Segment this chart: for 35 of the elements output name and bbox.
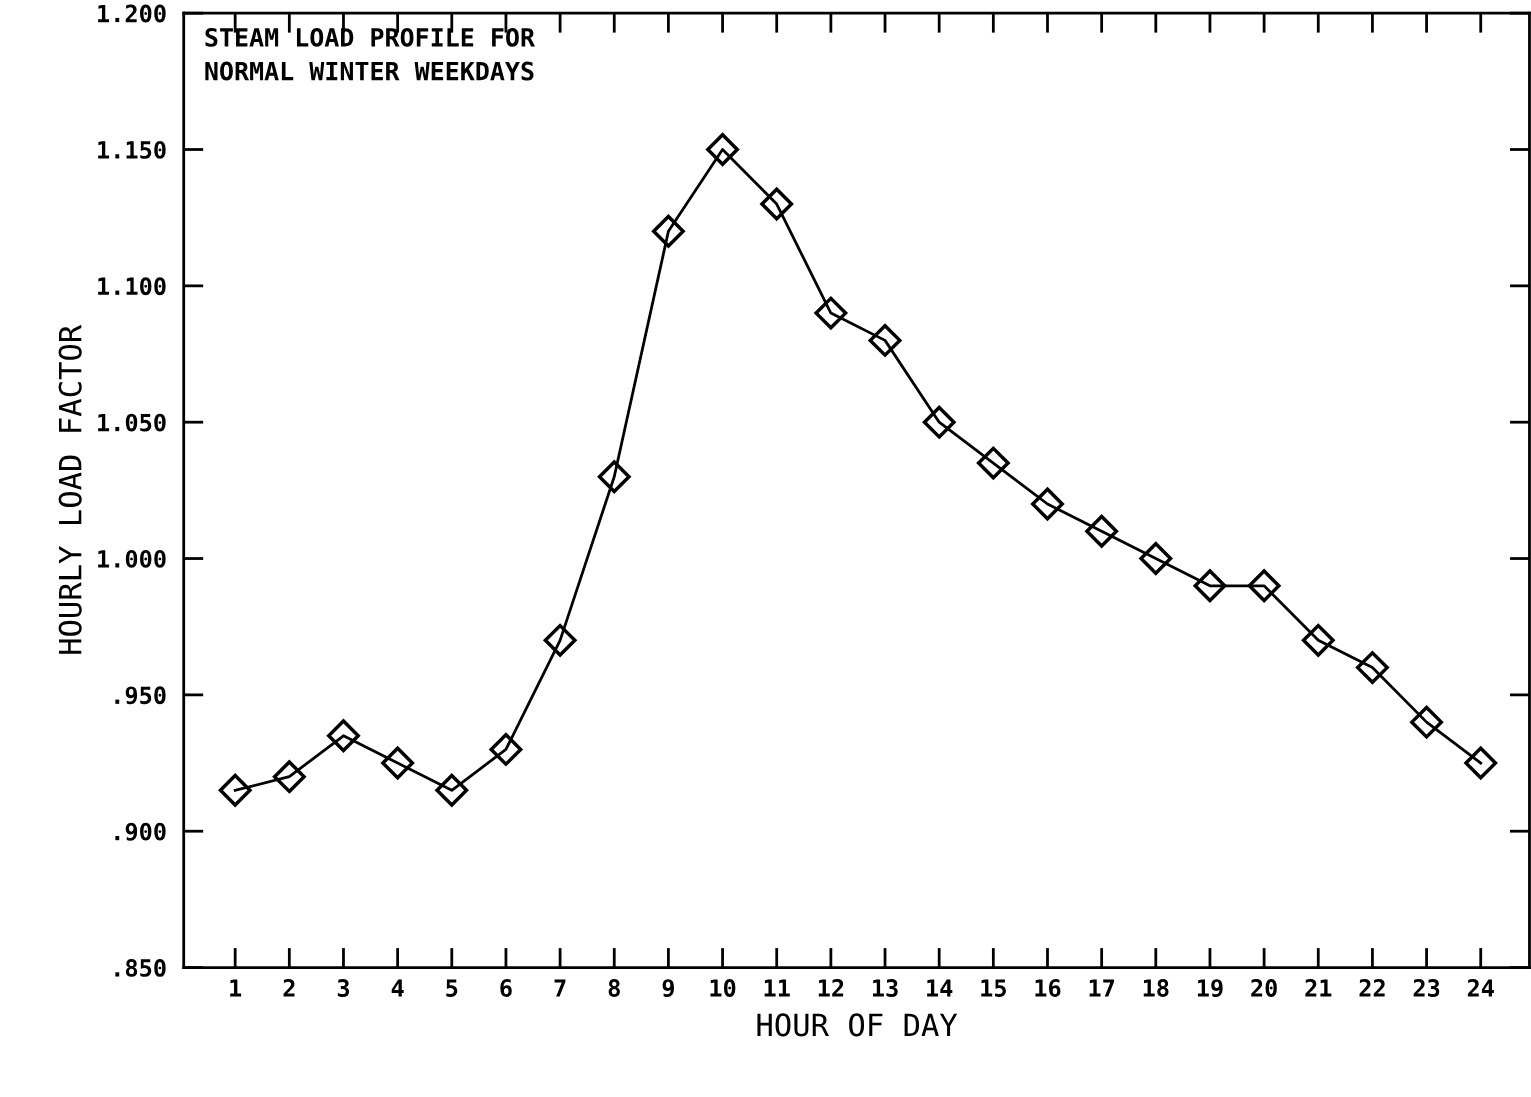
x-tick-label: 6 xyxy=(500,979,512,997)
x-tick-label: 12 xyxy=(818,979,844,997)
x-tick-label: 3 xyxy=(337,979,350,997)
y-tick-label: 1.100 xyxy=(98,277,166,296)
x-tick-label: 7 xyxy=(554,979,566,997)
y-tick-label: .950 xyxy=(115,686,166,705)
x-tick-label: 17 xyxy=(1089,979,1115,997)
x-tick-label: 24 xyxy=(1467,979,1494,997)
x-tick-label: 5 xyxy=(446,979,458,997)
y-tick-label: 1.000 xyxy=(98,549,166,568)
x-tick-label: 2 xyxy=(283,979,295,997)
y-tick-label: 1.050 xyxy=(98,413,166,432)
y-axis-title: HOURLY LOAD FACTOR xyxy=(58,324,82,654)
x-tick-label: 20 xyxy=(1251,979,1277,997)
x-tick-label: 11 xyxy=(764,979,790,997)
x-tick-label: 14 xyxy=(927,979,953,997)
text: STEAM LOAD PROFILE FOR NORMAL WINTER WEEKDAYS xyxy=(205,27,536,81)
x-tick-label: 18 xyxy=(1143,979,1169,997)
y-tick-label: 1.150 xyxy=(98,140,166,159)
x-tick-label: 10 xyxy=(710,979,736,997)
y-tick-label: 1.200 xyxy=(98,4,166,23)
x-tick-label: 21 xyxy=(1305,979,1332,997)
y-tick-label: .850 xyxy=(115,959,166,977)
x-tick-label: 19 xyxy=(1197,979,1223,998)
x-tick-label: 9 xyxy=(662,979,674,998)
x-tick-label: 16 xyxy=(1035,979,1061,997)
x-tick-label: 4 xyxy=(391,979,404,997)
x-tick-label: 23 xyxy=(1413,979,1440,997)
x-tick-label: 15 xyxy=(981,979,1006,997)
x-tick-label: 22 xyxy=(1359,979,1385,997)
x-tick-label: 8 xyxy=(608,979,620,997)
x-axis-title: HOUR OF DAY xyxy=(757,1013,958,1037)
x-tick-label: 13 xyxy=(872,979,898,997)
x-tick-label: 1 xyxy=(230,979,242,997)
y-tick-label: .900 xyxy=(115,822,166,841)
